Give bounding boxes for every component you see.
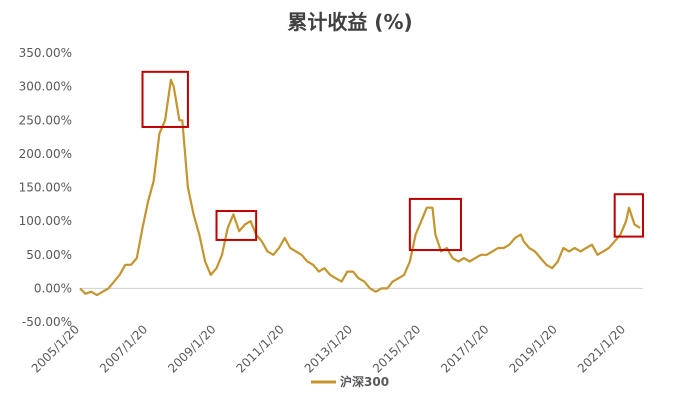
series-line — [79, 78, 641, 297]
y-tick-label: 150.00% — [19, 181, 72, 195]
y-axis: 350.00% 300.00% 250.00% 200.00% 150.00% 100.0… — [19, 46, 72, 329]
y-tick-label: 0.00% — [34, 281, 72, 295]
x-tick-label: 2005/1/20 — [29, 322, 82, 375]
legend-label: 沪深300 — [340, 374, 389, 389]
y-tick-label: 100.00% — [19, 214, 72, 228]
y-tick-label: 50.00% — [26, 248, 72, 262]
x-tick-label: 2017/1/20 — [438, 322, 491, 375]
x-axis: 2005/1/20 2007/1/20 2009/1/20 2011/1/20 2013… — [29, 287, 643, 376]
highlight-layer — [141, 70, 644, 252]
y-tick-label: 350.00% — [19, 46, 72, 60]
series-layer — [79, 78, 641, 297]
x-tick-label: 2011/1/20 — [233, 322, 286, 375]
chart-title: 累计收益 (%) — [287, 10, 413, 34]
legend: 沪深300 — [311, 374, 389, 389]
y-tick-label: 200.00% — [19, 147, 72, 161]
highlight-box — [408, 197, 462, 252]
y-tick-label: -50.00% — [22, 315, 72, 329]
y-tick-label: 300.00% — [19, 80, 72, 94]
x-tick-label: 2015/1/20 — [370, 322, 423, 375]
x-tick-label: 2009/1/20 — [165, 322, 218, 375]
x-tick-label: 2013/1/20 — [302, 322, 355, 375]
x-tick-label: 2019/1/20 — [506, 322, 559, 375]
x-tick-label: 2021/1/20 — [575, 322, 628, 375]
x-tick-label: 2007/1/20 — [97, 322, 150, 375]
highlight-box — [613, 193, 644, 238]
highlight-box — [141, 70, 189, 128]
y-tick-label: 250.00% — [19, 113, 72, 127]
highlight-box — [215, 210, 258, 241]
